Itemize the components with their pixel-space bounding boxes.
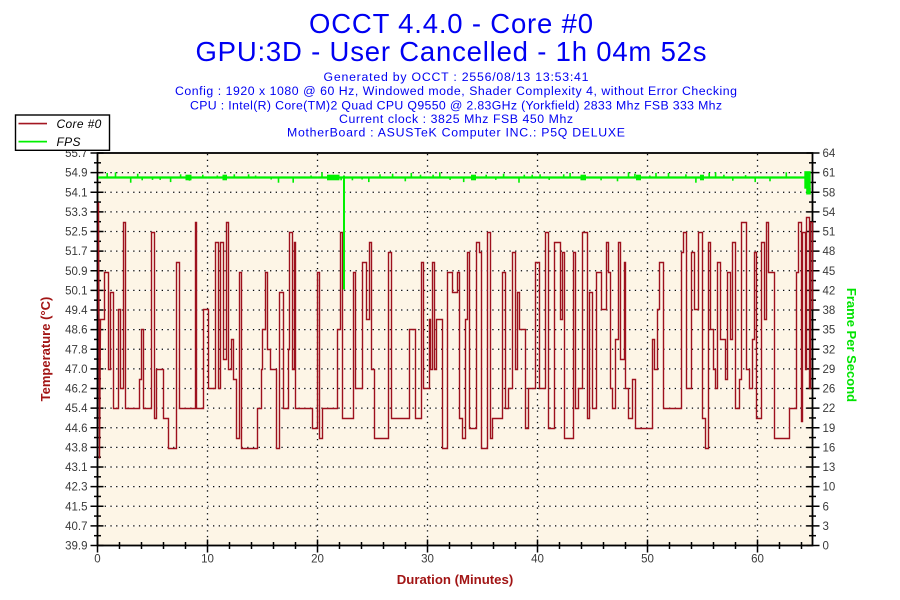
svg-text:38: 38: [823, 305, 836, 317]
svg-text:29: 29: [823, 364, 836, 376]
svg-text:39.9: 39.9: [65, 541, 87, 553]
svg-text:10: 10: [201, 554, 214, 566]
svg-text:40: 40: [531, 554, 544, 566]
svg-text:0: 0: [94, 554, 100, 566]
svg-text:54.1: 54.1: [65, 187, 87, 199]
svg-text:MotherBoard : ASUSTeK Computer: MotherBoard : ASUSTeK Computer INC.: P5Q…: [287, 126, 625, 140]
svg-text:Frame Per Second: Frame Per Second: [844, 288, 859, 402]
svg-text:19: 19: [823, 423, 836, 435]
svg-text:54.9: 54.9: [65, 168, 87, 180]
svg-text:50.9: 50.9: [65, 266, 87, 278]
svg-text:13: 13: [823, 462, 836, 474]
svg-text:16: 16: [823, 442, 836, 454]
svg-text:Temperature (°C): Temperature (°C): [38, 297, 53, 402]
svg-text:61: 61: [823, 168, 836, 180]
svg-text:Current clock : 3825 Mhz FSB 4: Current clock : 3825 Mhz FSB 450 Mhz: [339, 112, 573, 126]
svg-text:51.7: 51.7: [65, 246, 87, 258]
svg-text:20: 20: [311, 554, 324, 566]
svg-text:51: 51: [823, 227, 836, 239]
svg-text:55.7: 55.7: [65, 148, 87, 160]
svg-text:6: 6: [823, 501, 829, 513]
svg-text:32: 32: [823, 344, 836, 356]
svg-text:FPS: FPS: [57, 135, 81, 149]
svg-text:26: 26: [823, 384, 836, 396]
svg-text:45.4: 45.4: [65, 403, 88, 415]
svg-text:3: 3: [823, 521, 829, 533]
svg-text:OCCT 4.4.0 - Core #0: OCCT 4.4.0 - Core #0: [309, 8, 593, 39]
svg-text:30: 30: [421, 554, 434, 566]
svg-text:58: 58: [823, 187, 836, 199]
svg-text:47.8: 47.8: [65, 344, 87, 356]
svg-text:50.1: 50.1: [65, 285, 87, 297]
svg-text:40.7: 40.7: [65, 521, 87, 533]
svg-text:0: 0: [823, 541, 829, 553]
svg-text:Generated by OCCT : 2556/08/13: Generated by OCCT : 2556/08/13 13:53:41: [324, 70, 589, 84]
svg-text:45: 45: [823, 266, 836, 278]
svg-text:41.5: 41.5: [65, 501, 87, 513]
svg-text:43.1: 43.1: [65, 462, 87, 474]
svg-text:10: 10: [823, 482, 836, 494]
svg-text:42.3: 42.3: [65, 482, 87, 494]
svg-text:35: 35: [823, 325, 836, 337]
svg-text:CPU : Intel(R) Core(TM)2 Quad: CPU : Intel(R) Core(TM)2 Quad CPU Q9550 …: [190, 99, 722, 113]
svg-text:48.6: 48.6: [65, 325, 87, 337]
svg-text:42: 42: [823, 285, 836, 297]
svg-text:44.6: 44.6: [65, 423, 87, 435]
svg-text:46.2: 46.2: [65, 384, 87, 396]
svg-text:Core #0: Core #0: [57, 117, 102, 131]
svg-text:47.0: 47.0: [65, 364, 87, 376]
svg-text:50: 50: [641, 554, 654, 566]
svg-text:22: 22: [823, 403, 836, 415]
svg-text:60: 60: [751, 554, 764, 566]
svg-text:Duration (Minutes): Duration (Minutes): [397, 572, 513, 587]
svg-text:49.4: 49.4: [65, 305, 88, 317]
svg-text:52.5: 52.5: [65, 227, 87, 239]
svg-text:48: 48: [823, 246, 836, 258]
svg-text:43.8: 43.8: [65, 442, 87, 454]
svg-text:54: 54: [823, 207, 836, 219]
svg-text:64: 64: [823, 148, 836, 160]
svg-text:GPU:3D - User Cancelled - 1h 0: GPU:3D - User Cancelled - 1h 04m 52s: [196, 36, 707, 67]
svg-text:53.3: 53.3: [65, 207, 87, 219]
svg-text:Config : 1920 x 1080 @ 60 Hz,: Config : 1920 x 1080 @ 60 Hz, Windowed m…: [175, 84, 737, 98]
